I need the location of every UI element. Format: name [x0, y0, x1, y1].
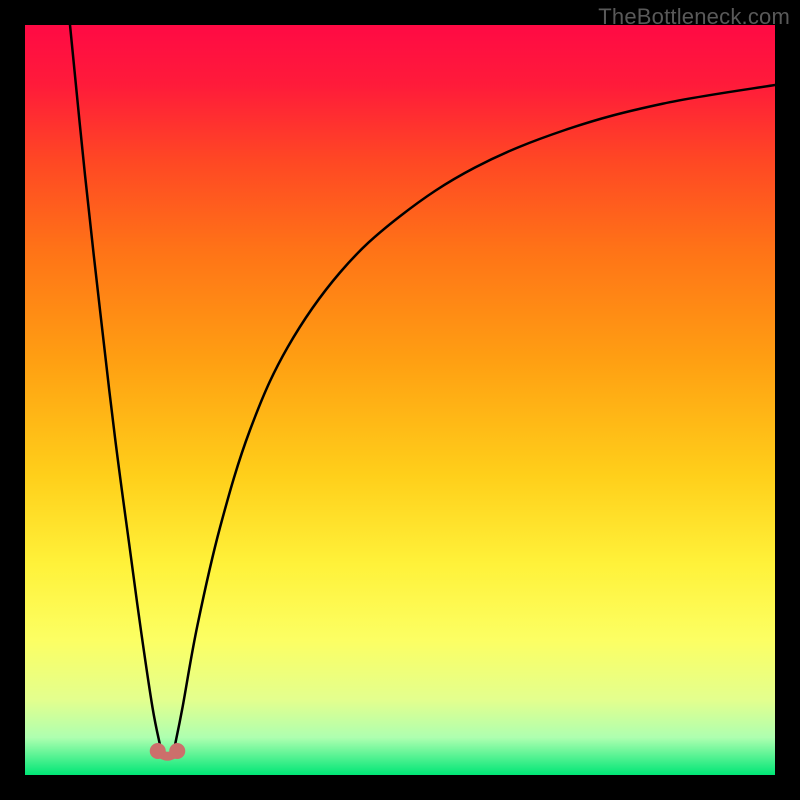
trough-marker-right	[169, 743, 185, 759]
trough-marker-left	[150, 743, 166, 759]
chart-background	[25, 25, 775, 775]
chart-frame: TheBottleneck.com	[0, 0, 800, 800]
watermark-text: TheBottleneck.com	[598, 4, 790, 30]
plot-area	[25, 25, 775, 775]
chart-svg	[25, 25, 775, 775]
